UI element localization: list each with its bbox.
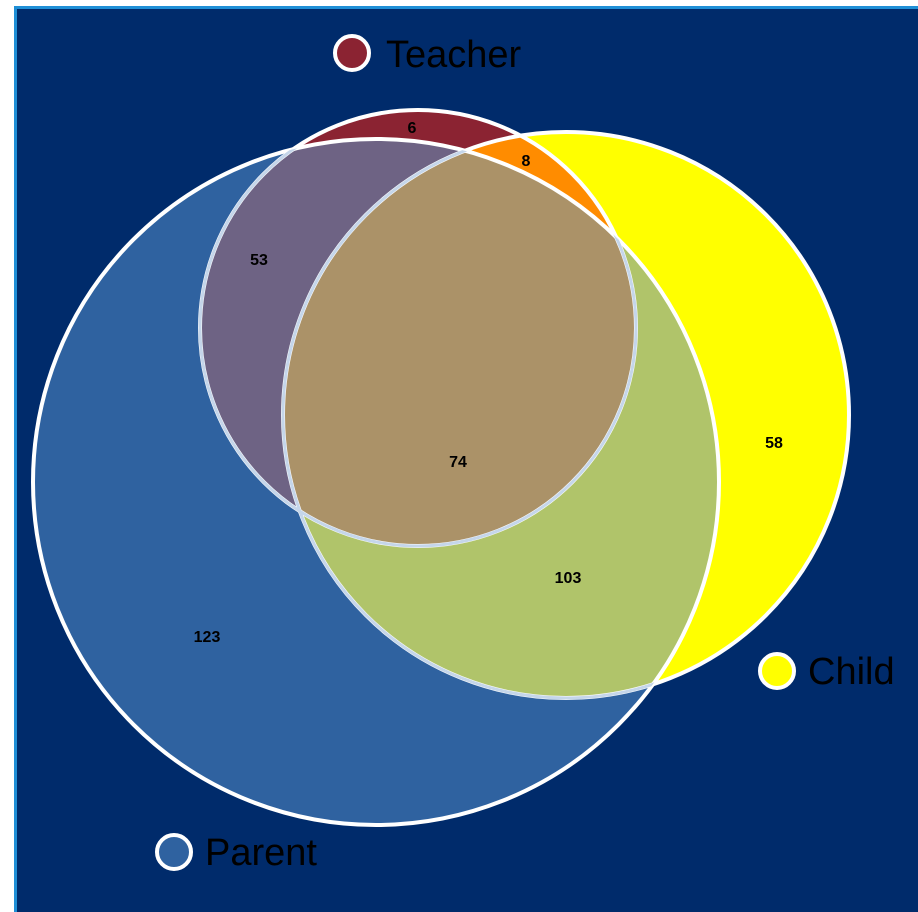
legend-child-label: Child: [808, 651, 895, 693]
region-label-teacher-child: 8: [522, 153, 531, 170]
region-label-parent-child: 103: [555, 570, 582, 587]
legend-child-marker: [758, 652, 796, 690]
legend-child: Child: [758, 651, 895, 693]
legend-parent: Parent: [155, 832, 317, 874]
region-label-teacher-only: 6: [408, 120, 417, 137]
child-inner-edge: [281, 139, 719, 700]
legend-teacher: Teacher: [333, 34, 522, 76]
region-label-parent-only: 123: [194, 629, 221, 646]
region-label-teacher-parent: 53: [250, 252, 268, 269]
region-label-all-three: 74: [449, 454, 467, 471]
parent-outline: [31, 137, 721, 827]
legend-parent-label: Parent: [205, 832, 317, 874]
teacher-inner-edge: [198, 139, 638, 548]
legend-teacher-label: Teacher: [386, 34, 522, 76]
legend-teacher-marker: [333, 34, 371, 72]
legend-parent-marker: [155, 833, 193, 871]
region-label-child-only: 58: [765, 435, 783, 452]
